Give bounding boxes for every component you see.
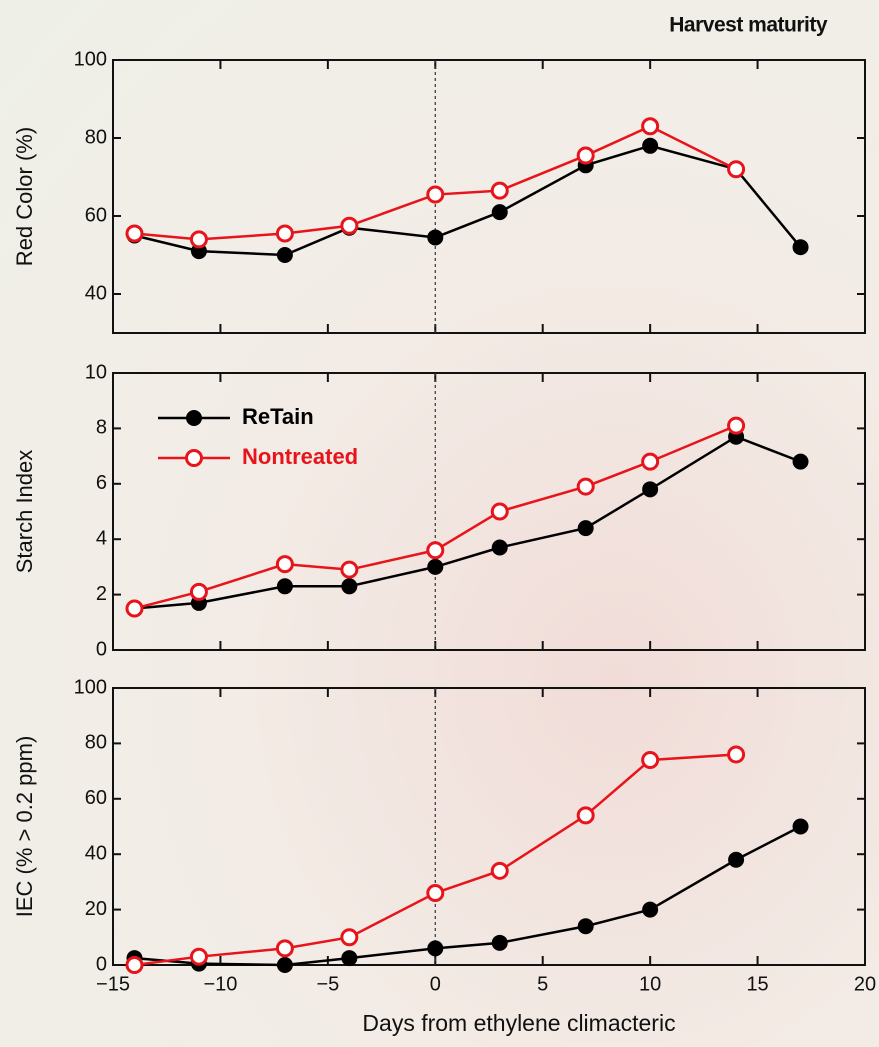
- data-point: [492, 935, 508, 951]
- data-point: [342, 218, 357, 233]
- data-point: [729, 747, 744, 762]
- y-axis-label: Red Color (%): [12, 127, 37, 266]
- x-tick-label: −15: [96, 973, 130, 995]
- y-tick-label: 60: [85, 204, 107, 226]
- data-point: [492, 540, 508, 556]
- legend-marker: [186, 410, 202, 426]
- data-point: [643, 753, 658, 768]
- y-tick-label: 6: [96, 472, 107, 494]
- plot-frame: [113, 688, 865, 965]
- x-tick-label: −5: [316, 973, 339, 995]
- data-point: [578, 479, 593, 494]
- y-tick-label: 0: [96, 638, 107, 660]
- legend-label: Nontreated: [242, 444, 358, 469]
- y-tick-label: 2: [96, 583, 107, 605]
- data-point: [643, 119, 658, 134]
- data-point: [642, 481, 658, 497]
- data-point: [578, 808, 593, 823]
- chart: 406080100Red Color (%)Harvest maturity02…: [0, 0, 879, 1047]
- y-tick-label: 60: [85, 787, 107, 809]
- data-point: [793, 819, 809, 835]
- data-point: [277, 247, 293, 263]
- data-point: [127, 226, 142, 241]
- series-line: [134, 437, 800, 609]
- x-tick-label: 15: [746, 973, 768, 995]
- data-point: [793, 239, 809, 255]
- x-tick-label: −10: [203, 973, 237, 995]
- y-axis-label: IEC (% > 0.2 ppm): [12, 736, 37, 918]
- y-tick-label: 8: [96, 417, 107, 439]
- data-point: [427, 559, 443, 575]
- data-point: [793, 454, 809, 470]
- x-tick-label: 5: [537, 973, 548, 995]
- series-line: [134, 827, 800, 966]
- x-tick-label: 20: [854, 973, 876, 995]
- series-line: [134, 146, 800, 255]
- y-tick-label: 80: [85, 126, 107, 148]
- x-tick-label: 10: [639, 973, 661, 995]
- data-point: [191, 584, 206, 599]
- y-tick-label: 0: [96, 953, 107, 975]
- data-point: [277, 557, 292, 572]
- data-point: [578, 148, 593, 163]
- data-point: [341, 578, 357, 594]
- y-tick-label: 10: [85, 361, 107, 383]
- y-tick-label: 20: [85, 898, 107, 920]
- data-point: [729, 418, 744, 433]
- data-point: [277, 226, 292, 241]
- data-point: [492, 183, 507, 198]
- data-point: [492, 204, 508, 220]
- data-point: [578, 520, 594, 536]
- data-point: [642, 902, 658, 918]
- x-tick-label: 0: [430, 973, 441, 995]
- data-point: [127, 601, 142, 616]
- y-axis-label: Starch Index: [12, 450, 37, 574]
- data-point: [578, 918, 594, 934]
- data-point: [492, 863, 507, 878]
- data-point: [728, 852, 744, 868]
- plot-frame: [113, 373, 865, 650]
- y-tick-label: 100: [74, 48, 107, 70]
- legend-marker: [187, 451, 202, 466]
- y-tick-label: 40: [85, 842, 107, 864]
- plot-frame: [113, 60, 865, 333]
- y-tick-label: 40: [85, 282, 107, 304]
- data-point: [277, 957, 293, 973]
- data-point: [191, 232, 206, 247]
- data-point: [492, 504, 507, 519]
- data-point: [642, 138, 658, 154]
- legend-label: ReTain: [242, 404, 314, 429]
- data-point: [127, 958, 142, 973]
- data-point: [277, 941, 292, 956]
- data-point: [427, 229, 443, 245]
- data-point: [428, 187, 443, 202]
- y-tick-label: 4: [96, 527, 107, 549]
- annotation: Harvest maturity: [669, 14, 828, 37]
- data-point: [342, 930, 357, 945]
- x-axis-label: Days from ethylene climacteric: [362, 1010, 675, 1036]
- data-point: [341, 950, 357, 966]
- data-point: [643, 454, 658, 469]
- data-point: [427, 940, 443, 956]
- data-point: [342, 562, 357, 577]
- data-point: [277, 578, 293, 594]
- y-tick-label: 80: [85, 732, 107, 754]
- data-point: [428, 885, 443, 900]
- data-point: [729, 162, 744, 177]
- data-point: [191, 949, 206, 964]
- y-tick-label: 100: [74, 676, 107, 698]
- page: 406080100Red Color (%)Harvest maturity02…: [0, 0, 879, 1047]
- data-point: [428, 543, 443, 558]
